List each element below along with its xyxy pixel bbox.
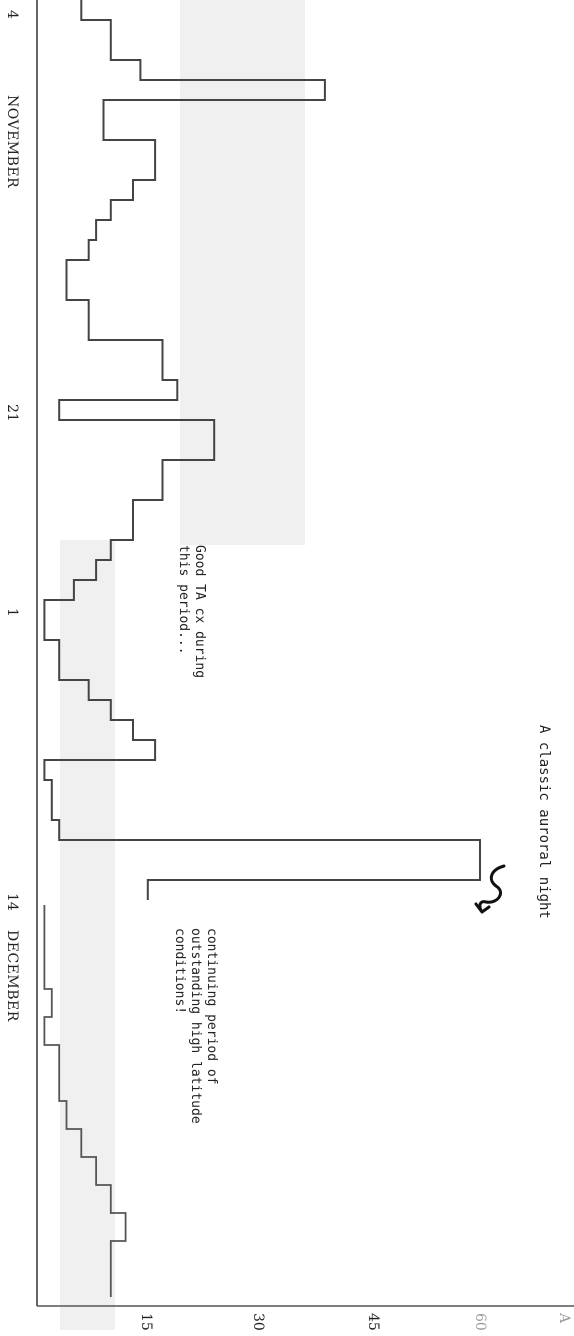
ap-series-november xyxy=(43,0,481,900)
month-label-november: NOVEMBER xyxy=(4,95,20,188)
ap-series-december xyxy=(43,905,127,1297)
annotation-line: Good TA cx during xyxy=(192,545,207,678)
ap-tick-label: 45 xyxy=(365,1313,381,1331)
day-tick-label: 21 xyxy=(4,404,20,422)
annotation-line: conditions! xyxy=(172,928,187,1014)
day-tick-label: 14 xyxy=(4,893,20,911)
background-patch xyxy=(180,0,305,545)
ap-tick-label: 15 xyxy=(138,1313,154,1331)
ap-tick-label: 30 xyxy=(250,1313,266,1331)
ap-tick-label: 60 xyxy=(472,1313,488,1331)
annotation-line: outstanding high latitude xyxy=(188,928,203,1124)
annotation-line: this period... xyxy=(176,545,191,655)
ap-axis-label-fragment: A xyxy=(556,1312,572,1324)
day-tick-label: 4 xyxy=(4,10,20,19)
day-tick-label: 1 xyxy=(4,608,20,617)
annotation-line: A classic auroral night xyxy=(536,725,552,919)
annotation-line: continuing period of xyxy=(204,928,219,1085)
month-label-december: DECEMBER xyxy=(4,930,20,1022)
arrow-mark xyxy=(474,864,506,914)
background-patch xyxy=(60,540,115,1330)
